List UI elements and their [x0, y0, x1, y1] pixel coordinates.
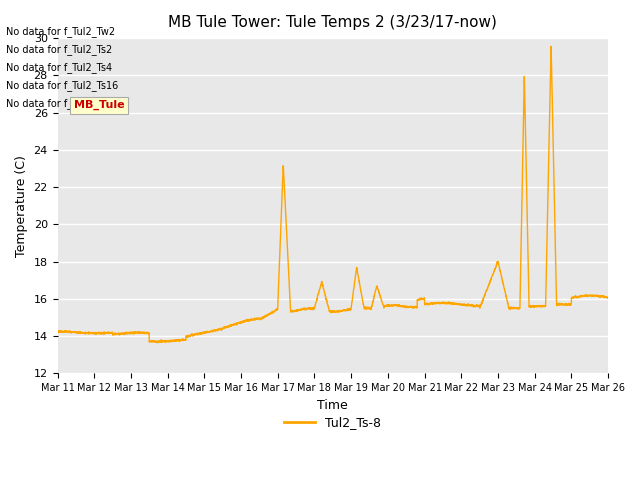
Title: MB Tule Tower: Tule Temps 2 (3/23/17-now): MB Tule Tower: Tule Temps 2 (3/23/17-now…: [168, 15, 497, 30]
Text: No data for f_Tul2_Ts32: No data for f_Tul2_Ts32: [6, 98, 119, 109]
X-axis label: Time: Time: [317, 398, 348, 412]
Text: No data for f_Tul2_Ts16: No data for f_Tul2_Ts16: [6, 80, 118, 91]
Y-axis label: Temperature (C): Temperature (C): [15, 155, 28, 257]
Text: No data for f_Tul2_Ts2: No data for f_Tul2_Ts2: [6, 44, 113, 55]
Legend: Tul2_Ts-8: Tul2_Ts-8: [279, 411, 387, 434]
Text: MB_Tule: MB_Tule: [74, 100, 124, 110]
Text: No data for f_Tul2_Ts4: No data for f_Tul2_Ts4: [6, 62, 113, 73]
Text: No data for f_Tul2_Tw2: No data for f_Tul2_Tw2: [6, 25, 116, 36]
